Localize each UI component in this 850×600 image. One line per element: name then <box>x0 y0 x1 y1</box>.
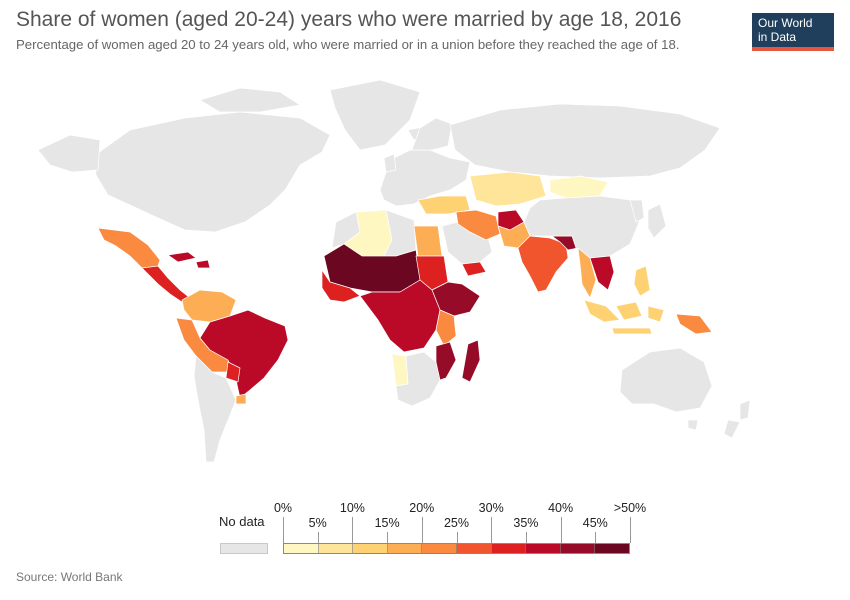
map-region[interactable] <box>37 134 101 173</box>
map-region[interactable] <box>199 87 301 113</box>
map-region[interactable] <box>615 301 643 321</box>
map-region[interactable] <box>167 251 197 263</box>
map-region[interactable] <box>413 225 443 257</box>
source-note: Source: World Bank <box>16 570 123 584</box>
map-region[interactable] <box>633 265 651 297</box>
map-region[interactable] <box>321 269 361 303</box>
map-region[interactable] <box>461 261 487 277</box>
map-region[interactable] <box>723 419 741 439</box>
map-region[interactable] <box>675 313 713 335</box>
map-region[interactable] <box>199 309 289 399</box>
map-region[interactable] <box>391 353 409 387</box>
map-region[interactable] <box>461 339 481 383</box>
map-region[interactable] <box>235 393 247 405</box>
map-region[interactable] <box>619 347 713 413</box>
map-region[interactable] <box>647 203 667 239</box>
map-region[interactable] <box>379 149 471 207</box>
map-region[interactable] <box>549 175 609 199</box>
map-region[interactable] <box>449 103 721 179</box>
map-region[interactable] <box>517 235 569 293</box>
chart-subtitle: Percentage of women aged 20 to 24 years … <box>16 37 680 52</box>
logo-line-2: in Data <box>758 30 797 44</box>
map-region[interactable] <box>94 111 331 233</box>
map-region[interactable] <box>193 355 237 463</box>
map-region[interactable] <box>435 341 457 381</box>
map-region[interactable] <box>739 399 751 421</box>
map-region[interactable] <box>383 153 397 173</box>
map-region[interactable] <box>583 299 621 323</box>
map-region[interactable] <box>611 327 653 335</box>
map-region[interactable] <box>647 305 665 323</box>
map-region[interactable] <box>97 227 161 273</box>
map-region[interactable] <box>455 209 501 241</box>
map-region[interactable] <box>629 199 645 223</box>
map-region[interactable] <box>225 361 241 383</box>
map-region[interactable] <box>195 259 211 269</box>
logo-line-1: Our World <box>758 16 813 30</box>
map-region[interactable] <box>435 309 457 347</box>
map-region[interactable] <box>329 79 421 151</box>
map-region[interactable] <box>141 265 191 303</box>
chart-title: Share of women (aged 20-24) years who we… <box>16 8 682 31</box>
map-region[interactable] <box>417 195 471 215</box>
map-region[interactable] <box>469 171 547 207</box>
map-region[interactable] <box>411 117 453 151</box>
map-region[interactable] <box>687 419 699 431</box>
map-region[interactable] <box>589 255 615 291</box>
our-world-in-data-logo[interactable]: Our World in Data <box>752 13 834 51</box>
